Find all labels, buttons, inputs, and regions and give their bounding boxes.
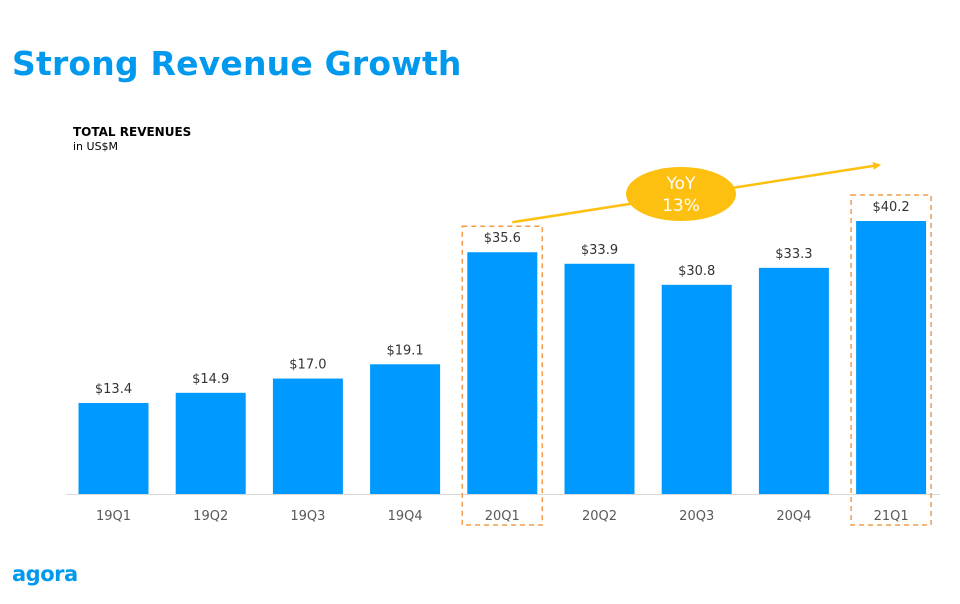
x-tick-label-19Q3: 19Q3 bbox=[290, 509, 325, 524]
x-tick-label-19Q2: 19Q2 bbox=[193, 509, 228, 524]
yoy-value: 13% bbox=[662, 196, 700, 216]
yoy-label: YoY bbox=[666, 174, 697, 194]
bar-20Q1 bbox=[467, 252, 538, 494]
data-label-19Q3: $17.0 bbox=[289, 358, 326, 373]
agora-logo: agora bbox=[12, 562, 78, 586]
page-title: Strong Revenue Growth bbox=[12, 44, 462, 83]
bar-19Q1 bbox=[78, 403, 149, 494]
x-tick-label-19Q4: 19Q4 bbox=[388, 509, 423, 524]
data-label-20Q3: $30.8 bbox=[678, 264, 715, 279]
data-label-21Q1: $40.2 bbox=[872, 200, 909, 215]
x-tick-label-19Q1: 19Q1 bbox=[96, 509, 131, 524]
bar-19Q3 bbox=[272, 378, 343, 494]
yoy-bubble bbox=[626, 167, 736, 221]
data-label-20Q1: $35.6 bbox=[484, 231, 521, 246]
chart-title: TOTAL REVENUES bbox=[73, 125, 192, 139]
chart-subtitle: in US$M bbox=[73, 140, 119, 153]
bar-20Q2 bbox=[564, 263, 635, 494]
bar-21Q1 bbox=[856, 221, 927, 494]
x-tick-label-20Q2: 20Q2 bbox=[582, 509, 617, 524]
bar-20Q4 bbox=[758, 267, 829, 494]
bar-20Q3 bbox=[661, 284, 732, 494]
data-label-19Q1: $13.4 bbox=[95, 382, 132, 397]
data-label-19Q2: $14.9 bbox=[192, 372, 229, 387]
data-label-20Q2: $33.9 bbox=[581, 243, 618, 258]
x-tick-label-21Q1: 21Q1 bbox=[874, 509, 909, 524]
x-tick-label-20Q1: 20Q1 bbox=[485, 509, 520, 524]
highlight-box-21Q1 bbox=[850, 194, 932, 526]
data-label-19Q4: $19.1 bbox=[386, 343, 423, 358]
x-tick-label-20Q4: 20Q4 bbox=[776, 509, 811, 524]
highlight-box-20Q1 bbox=[461, 225, 544, 526]
x-tick-label-20Q3: 20Q3 bbox=[679, 509, 714, 524]
bar-19Q4 bbox=[370, 364, 441, 494]
bar-19Q2 bbox=[175, 392, 246, 494]
data-label-20Q4: $33.3 bbox=[775, 247, 812, 262]
